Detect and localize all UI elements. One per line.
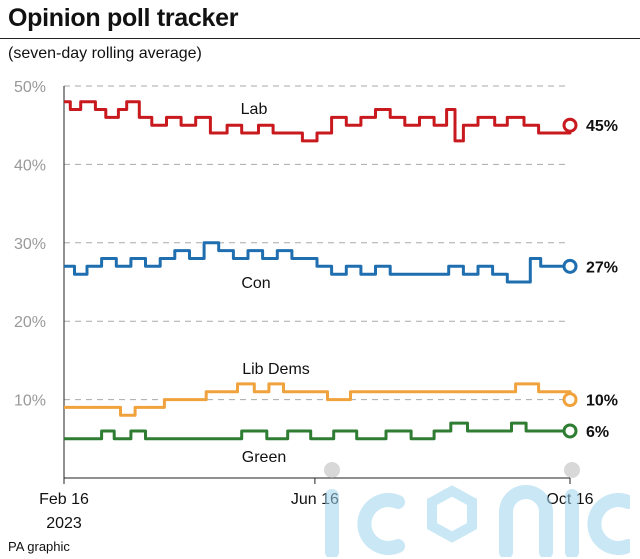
x-tick-label: Feb 16 — [39, 491, 89, 508]
end-label-lab: 45% — [586, 118, 618, 135]
series-line-lab — [64, 100, 572, 143]
x-tick-label: 2023 — [46, 515, 82, 532]
end-label-lib-dems: 10% — [586, 393, 618, 410]
y-tick-label: 50% — [14, 79, 46, 96]
grid-layer — [64, 85, 570, 401]
label-layer: 45% Lab 27% Con 10% Lib Dems 6% Green — [241, 101, 618, 466]
end-marker-lib-dems — [562, 392, 578, 408]
iconic-watermark: iconic — [324, 462, 630, 557]
series-line-green — [64, 421, 570, 441]
series-label-green: Green — [242, 449, 286, 466]
y-tick-label: 10% — [14, 393, 46, 410]
series-label-lib-dems: Lib Dems — [242, 361, 310, 378]
series-layer — [64, 100, 578, 441]
credit: PA graphic — [8, 539, 70, 554]
y-tick-label: 30% — [14, 236, 46, 253]
series-label-con: Con — [241, 275, 270, 292]
end-label-green: 6% — [586, 424, 609, 441]
title-rule — [0, 38, 640, 39]
y-tick-label: 40% — [14, 157, 46, 174]
series-label-lab: Lab — [241, 101, 268, 118]
end-label-con: 27% — [586, 259, 618, 276]
series-line-con — [64, 241, 570, 284]
end-marker-green — [562, 423, 578, 439]
end-marker-con — [562, 258, 578, 274]
end-marker-lab — [562, 117, 578, 133]
chart-subtitle: (seven-day rolling average) — [8, 45, 202, 62]
chart-title: Opinion poll tracker — [8, 4, 239, 32]
y-tick-label: 20% — [14, 314, 46, 331]
series-line-lib-dems — [64, 382, 572, 417]
